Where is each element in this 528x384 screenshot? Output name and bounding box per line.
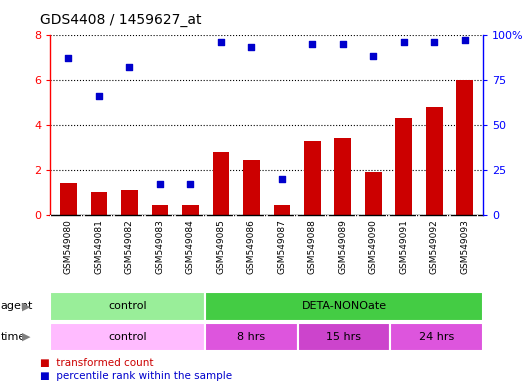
Bar bbox=[152, 205, 168, 215]
Text: 24 hrs: 24 hrs bbox=[419, 332, 455, 342]
Text: GSM549087: GSM549087 bbox=[277, 219, 286, 274]
Text: GSM549082: GSM549082 bbox=[125, 219, 134, 273]
Point bbox=[308, 41, 317, 47]
Bar bbox=[365, 172, 382, 215]
Text: GSM549086: GSM549086 bbox=[247, 219, 256, 274]
Bar bbox=[456, 80, 473, 215]
Text: GSM549084: GSM549084 bbox=[186, 219, 195, 273]
Text: ▶: ▶ bbox=[22, 332, 31, 342]
Text: 8 hrs: 8 hrs bbox=[237, 332, 265, 342]
Text: control: control bbox=[108, 301, 147, 311]
Text: GSM549090: GSM549090 bbox=[369, 219, 378, 274]
Text: GSM549081: GSM549081 bbox=[95, 219, 103, 274]
Text: GSM549085: GSM549085 bbox=[216, 219, 225, 274]
Point bbox=[156, 181, 164, 187]
Bar bbox=[334, 138, 351, 215]
Text: GSM549093: GSM549093 bbox=[460, 219, 469, 274]
Point bbox=[278, 176, 286, 182]
Bar bbox=[426, 107, 442, 215]
Bar bbox=[390, 323, 483, 351]
Text: GSM549089: GSM549089 bbox=[338, 219, 347, 274]
Point bbox=[216, 39, 225, 45]
Text: control: control bbox=[108, 332, 147, 342]
Point bbox=[64, 55, 73, 61]
Text: agent: agent bbox=[1, 301, 33, 311]
Point bbox=[400, 39, 408, 45]
Bar bbox=[298, 323, 390, 351]
Text: DETA-NONOate: DETA-NONOate bbox=[301, 301, 386, 311]
Bar bbox=[91, 192, 107, 215]
Text: GSM549083: GSM549083 bbox=[155, 219, 164, 274]
Bar bbox=[182, 205, 199, 215]
Text: ■  percentile rank within the sample: ■ percentile rank within the sample bbox=[40, 371, 232, 381]
Point bbox=[430, 39, 439, 45]
Point bbox=[460, 37, 469, 43]
Bar bbox=[243, 160, 260, 215]
Bar bbox=[205, 323, 298, 351]
Text: ■  transformed count: ■ transformed count bbox=[40, 358, 153, 368]
Text: GSM549080: GSM549080 bbox=[64, 219, 73, 274]
Bar bbox=[205, 292, 483, 321]
Point bbox=[338, 41, 347, 47]
Bar bbox=[50, 323, 205, 351]
Point bbox=[125, 64, 134, 70]
Bar bbox=[121, 190, 138, 215]
Bar bbox=[395, 118, 412, 215]
Text: GSM549088: GSM549088 bbox=[308, 219, 317, 274]
Point bbox=[247, 44, 256, 50]
Text: 15 hrs: 15 hrs bbox=[326, 332, 362, 342]
Point bbox=[95, 93, 103, 99]
Bar bbox=[50, 292, 205, 321]
Text: time: time bbox=[1, 332, 26, 342]
Bar bbox=[304, 141, 321, 215]
Text: ▶: ▶ bbox=[22, 301, 31, 311]
Bar bbox=[274, 205, 290, 215]
Point bbox=[186, 181, 195, 187]
Text: GSM549091: GSM549091 bbox=[399, 219, 408, 274]
Bar bbox=[60, 184, 77, 215]
Bar bbox=[212, 152, 229, 215]
Text: GDS4408 / 1459627_at: GDS4408 / 1459627_at bbox=[40, 13, 201, 27]
Text: GSM549092: GSM549092 bbox=[430, 219, 439, 273]
Point bbox=[369, 53, 378, 59]
